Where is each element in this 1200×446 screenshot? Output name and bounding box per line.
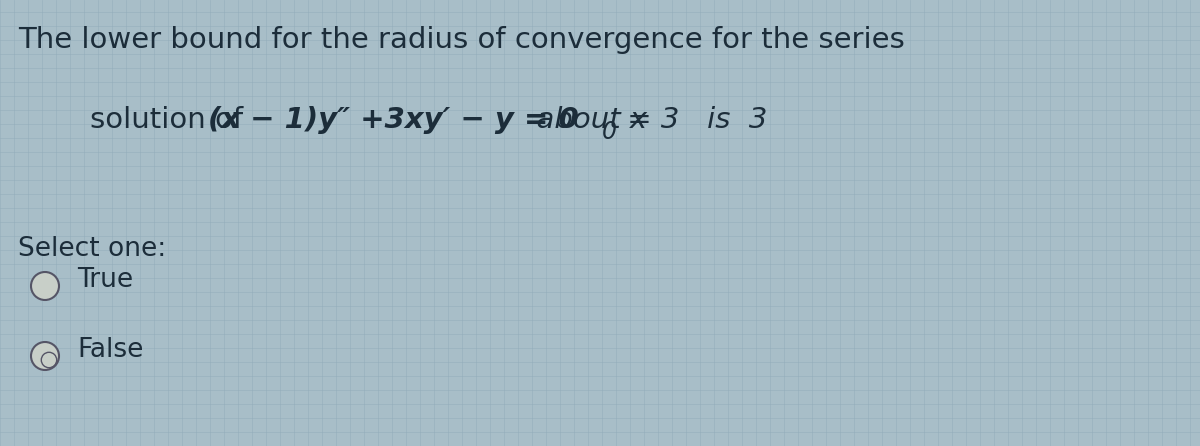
Text: Select one:: Select one:	[18, 236, 167, 262]
Circle shape	[31, 342, 59, 370]
Text: solution of: solution of	[90, 106, 252, 134]
Text: = 3   is  3: = 3 is 3	[618, 106, 767, 134]
Circle shape	[31, 272, 59, 300]
Text: True: True	[77, 267, 133, 293]
Text: 0: 0	[602, 120, 617, 144]
Text: False: False	[77, 337, 143, 363]
Text: about x: about x	[518, 106, 647, 134]
Text: The lower bound for the radius of convergence for the series: The lower bound for the radius of conver…	[18, 26, 905, 54]
Text: (x − 1)y″ +3xy′ − y = 0: (x − 1)y″ +3xy′ − y = 0	[208, 106, 578, 134]
